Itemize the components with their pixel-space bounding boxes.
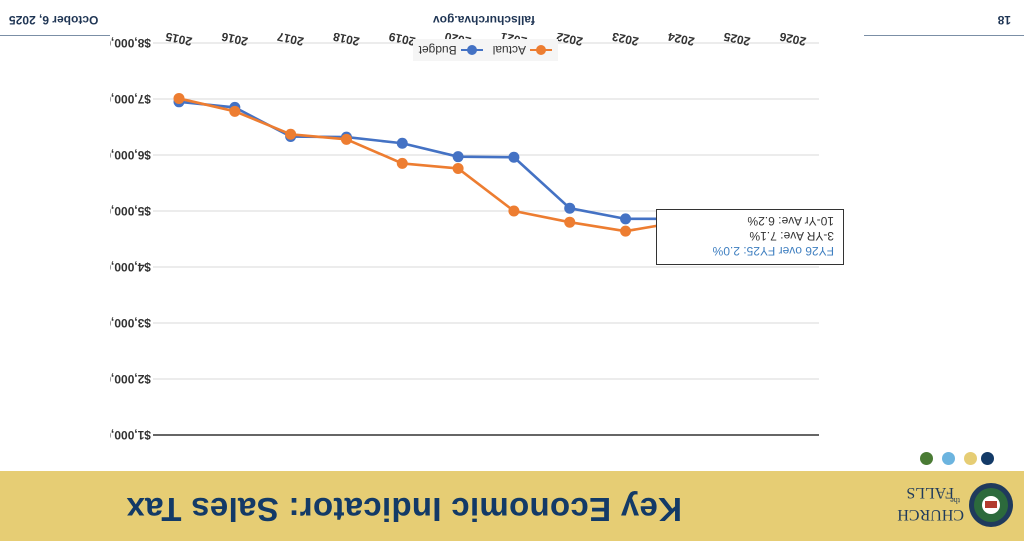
legend-swatch-budget — [460, 45, 483, 55]
x-tick-label: 2022 — [555, 33, 584, 49]
y-tick-label: $2,000,000 — [110, 372, 151, 386]
legend-entry-actual: Actual — [493, 43, 552, 57]
data-point-actual — [564, 216, 576, 228]
x-tick-label: 2026 — [778, 33, 807, 49]
data-point-actual — [285, 128, 297, 140]
data-point-actual — [452, 162, 464, 174]
stat-10yr-average: 10-Yr Ave: 6.2% — [747, 214, 835, 228]
y-tick-label: $1,000,000 — [110, 428, 151, 442]
x-tick-label: 2025 — [722, 33, 751, 49]
data-point-actual — [620, 225, 632, 237]
accent-dot-navy — [981, 452, 994, 465]
x-tick-label: 2019 — [387, 33, 416, 49]
footer-url[interactable]: fallschurchva.gov — [432, 13, 536, 27]
x-tick-label: 2024 — [666, 33, 695, 49]
slide-title: Key Economic Indicator: Sales Tax — [126, 491, 682, 528]
legend-entry-budget: Budget — [419, 43, 483, 57]
data-point-budget — [452, 151, 464, 163]
data-point-budget — [564, 202, 576, 214]
stat-fy26-over-fy25: FY26 over FY25: 2.0% — [712, 244, 834, 258]
data-point-budget — [396, 137, 408, 149]
legend-label-budget: Budget — [418, 43, 457, 57]
svg-text:FALLS: FALLS — [906, 484, 954, 501]
y-tick-label: $3,000,000 — [110, 316, 151, 330]
stats-box: FY26 over FY25: 2.0% 3-YR Ave: 7.1% 10-Y… — [656, 209, 844, 265]
data-point-budget — [620, 213, 632, 225]
data-point-actual — [508, 205, 520, 217]
accent-dot-sky — [942, 452, 955, 465]
title-band: Key Economic Indicator: Sales Tax CHURCH… — [0, 471, 1024, 541]
chart-panel: $1,000,000 $2,000,000 $3,000,000 $4,000,000… — [110, 33, 864, 471]
y-tick-label: $4,000,000 — [110, 260, 151, 274]
x-tick-label: 2018 — [331, 33, 360, 49]
city-logo: CHURCH FALLS the — [897, 483, 1013, 527]
x-tick-label: 2016 — [220, 33, 249, 49]
y-tick-label: $8,000,000 — [110, 36, 151, 50]
x-tick-label: 2015 — [164, 33, 193, 49]
y-tick-label: $6,000,000 — [110, 148, 151, 162]
y-tick-label: $5,000,000 — [110, 204, 151, 218]
x-tick-label: 2023 — [611, 33, 640, 49]
footer-date: October 6, 2025 — [9, 13, 99, 27]
data-point-actual — [396, 157, 408, 169]
svg-text:CHURCH: CHURCH — [897, 506, 964, 523]
data-point-actual — [340, 133, 352, 145]
chart-legend: Actual Budget — [412, 39, 558, 61]
footer-rule-right — [0, 35, 110, 36]
accent-dot-sand — [964, 452, 977, 465]
y-tick-label: $7,000,000 — [110, 92, 151, 106]
legend-label-actual: Actual — [492, 43, 526, 57]
accent-dot-green — [920, 452, 933, 465]
legend-swatch-actual — [530, 45, 552, 55]
data-point-budget — [508, 151, 520, 163]
data-point-actual — [173, 92, 185, 104]
stat-3yr-average: 3-YR Ave: 7.1% — [749, 229, 835, 243]
page-number: 18 — [997, 13, 1011, 27]
x-tick-label: 2017 — [276, 33, 305, 49]
data-point-actual — [229, 105, 241, 117]
sales-tax-chart: $1,000,000 $2,000,000 $3,000,000 $4,000,000… — [110, 33, 819, 442]
footer-rule-left — [864, 35, 1024, 36]
svg-text:the: the — [950, 496, 960, 505]
